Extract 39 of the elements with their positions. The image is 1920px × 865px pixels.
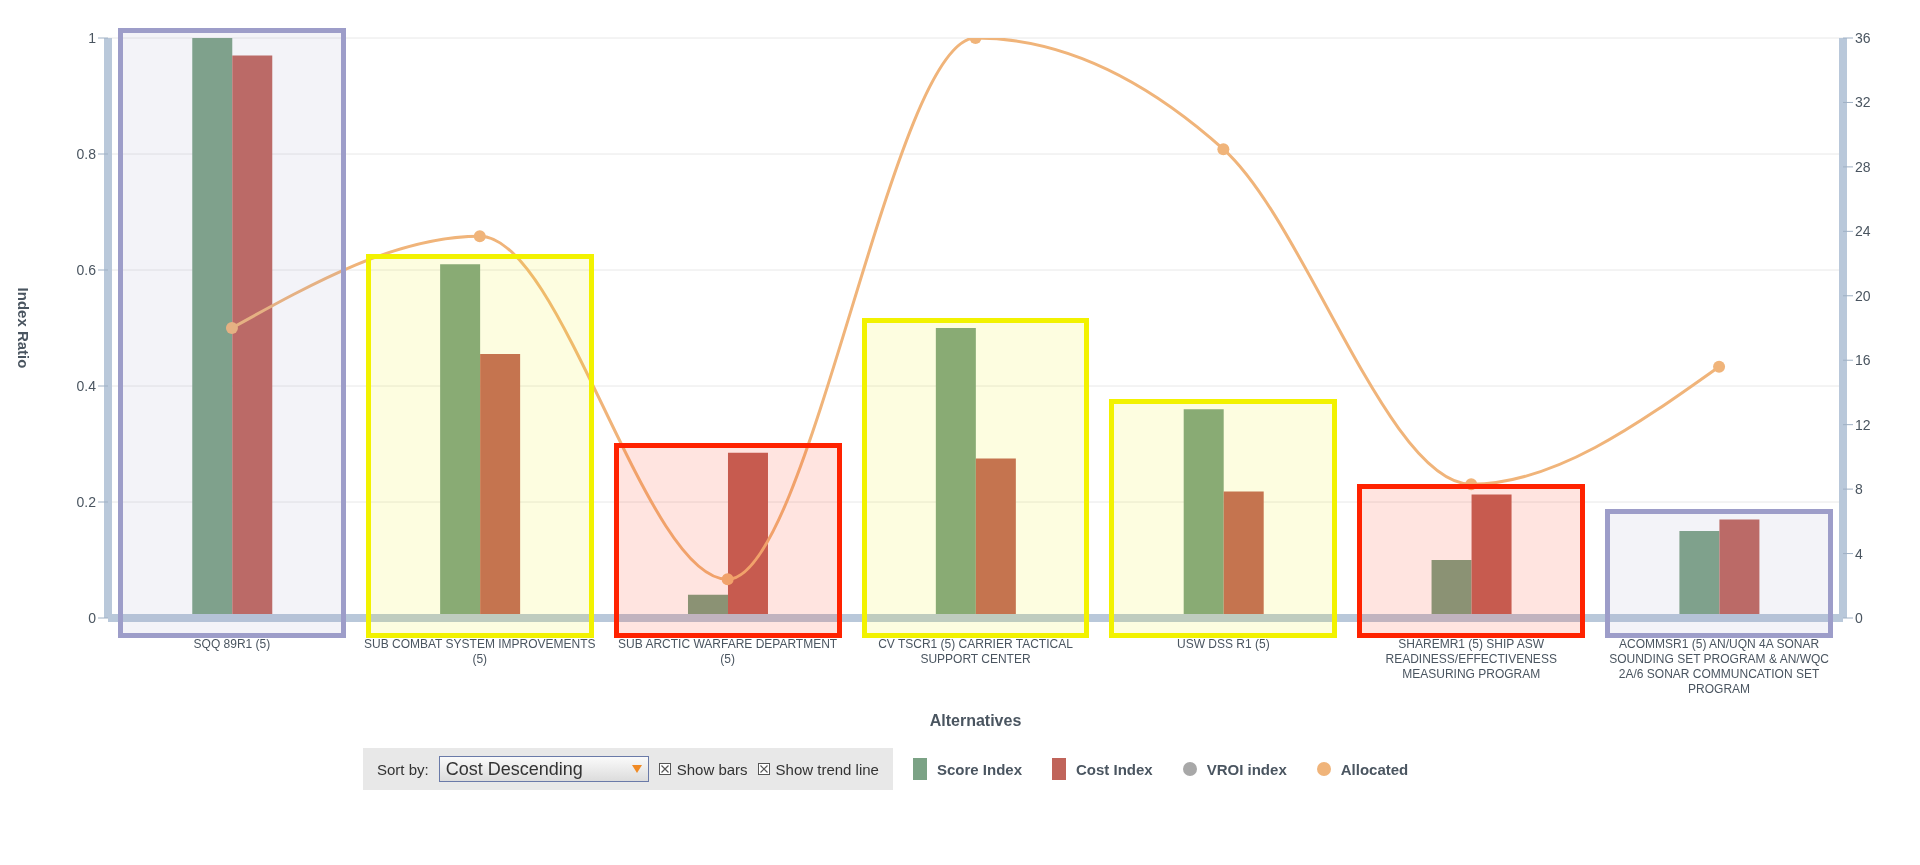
text: Sort by:: [377, 760, 429, 778]
y2-tick-label: 4: [1855, 545, 1863, 562]
y-tick-label: 0.4: [76, 377, 97, 394]
y-axis-title: Index Ratio: [14, 287, 32, 369]
y2-tick-label: 8: [1855, 481, 1863, 498]
y-tick-label: 0.6: [76, 261, 97, 278]
point: [1217, 143, 1230, 156]
dropdown-field: Cost Descending: [438, 756, 649, 782]
legend-label: Allocated: [1340, 760, 1409, 778]
y2-tick-label: 0: [1855, 609, 1863, 626]
point: [721, 573, 734, 586]
legend-label: Score Index: [936, 760, 1023, 778]
x-axis-title: Alternatives: [929, 712, 1022, 729]
y2-tick-label: 24: [1855, 223, 1871, 240]
y-tick-label: 0.2: [76, 493, 97, 510]
point: [1465, 478, 1478, 491]
text: Show bars: [675, 760, 748, 778]
y2-tick-label: 20: [1855, 287, 1871, 304]
legend-label: Cost Index: [1076, 760, 1153, 778]
y-tick-label: 1: [88, 29, 97, 46]
y2-tick-label: 12: [1855, 416, 1871, 433]
y2-tick-label: 36: [1855, 29, 1871, 46]
point: [1713, 360, 1726, 373]
x-tick-label: SUB COMBAT SYSTEM IMPROVEMENTS (5): [363, 637, 596, 666]
legend-label: VROI index: [1206, 760, 1287, 778]
x-tick-label: ACOMMSR1 (5) AN/UQN 4A SONAR SOUNDING SET PROGRAM & AN/WQC 2A/6 SONAR COMMUNCATION SET PROGRAM: [1609, 637, 1830, 696]
text: Show trend line: [774, 760, 879, 778]
x-tick-label: SHAREMR1 (5) SHIP ASW READINESS/EFFECTIVENESS MEASURING PROGRAM: [1385, 637, 1557, 681]
y2-tick-label: 28: [1855, 158, 1871, 175]
point: [225, 322, 238, 334]
x-tick-label: SUB ARCTIC WARFARE DEPARTMENT (5): [618, 637, 838, 666]
point: [473, 230, 486, 243]
y2-tick-label: 16: [1855, 352, 1871, 369]
x-tick-label: USW DSS R1 (5): [1177, 637, 1270, 651]
y-tick-label: 0.8: [76, 145, 97, 162]
y2-tick-label: 32: [1855, 94, 1871, 111]
x-tick-label: SQQ 89R1 (5): [193, 637, 271, 651]
x-tick-label: CV TSCR1 (5) CARRIER TACTICAL SUPPORT CENTER: [878, 637, 1074, 666]
y-tick-label: 0: [88, 609, 97, 626]
